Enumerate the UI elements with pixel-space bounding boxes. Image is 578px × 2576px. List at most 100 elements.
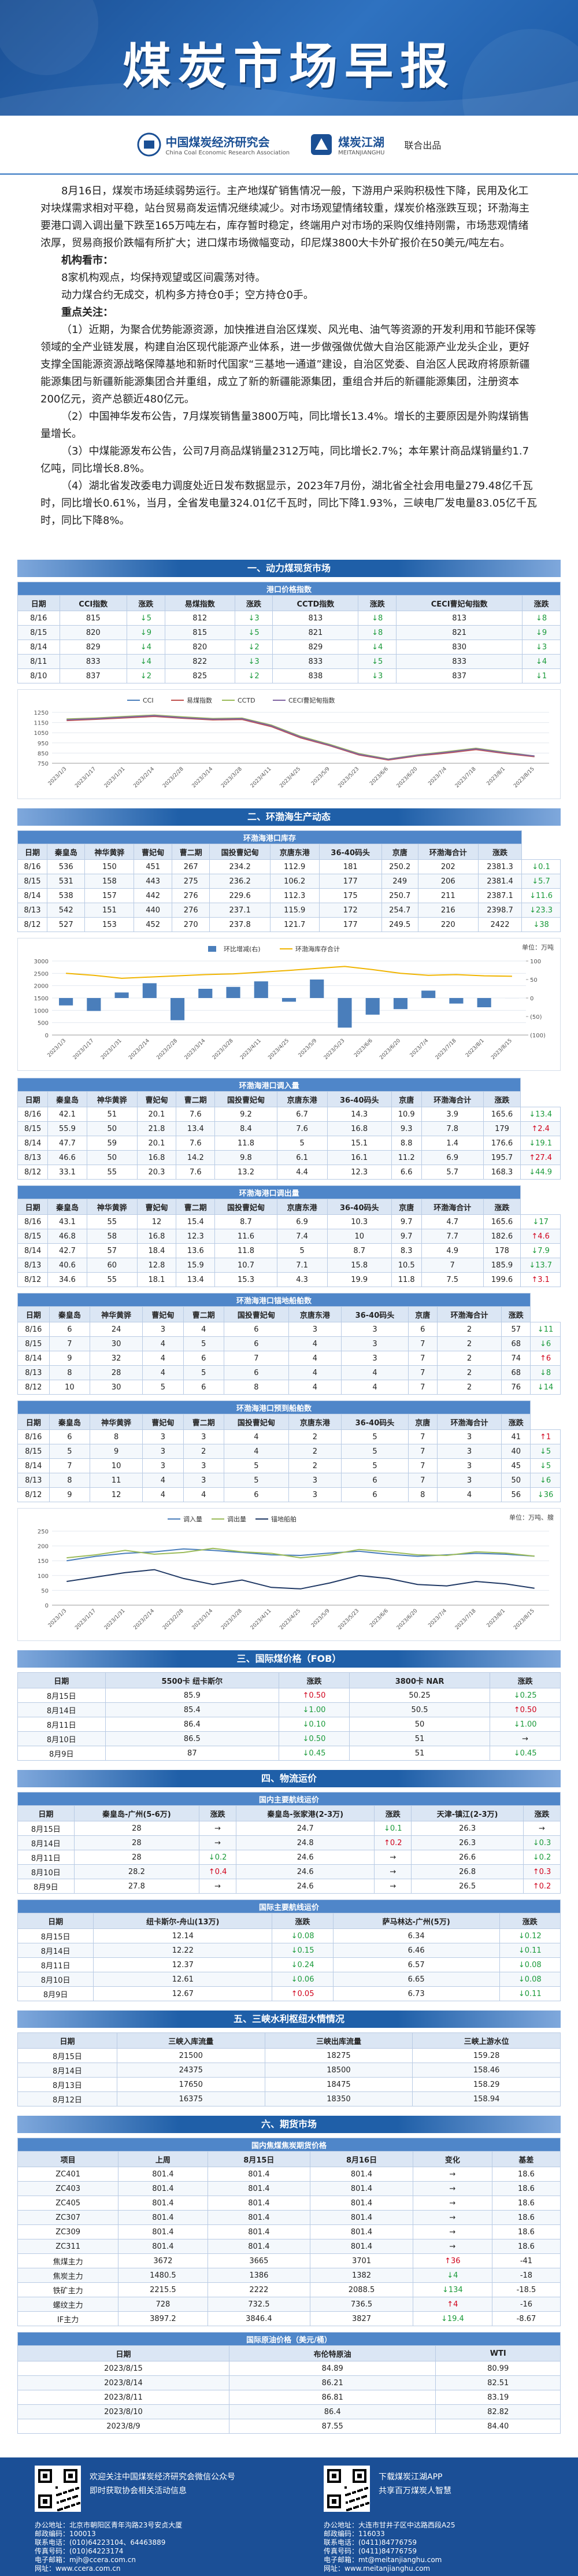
table-cell: 7 [407,1473,438,1488]
column-header: 环渤海合计 [417,844,479,860]
table-cell: 6 [340,1487,409,1502]
caption-row: 环渤海港口锚地船舶数 [17,1293,561,1307]
table-row: 8/16 43.1 55 12 15.4 8.7 6.9 10.3 9.7 4.7 165.6 ↓17 [17,1214,561,1229]
table-cell: 83.19 [435,2390,561,2405]
report-title: 煤炭市场早报 [122,38,455,95]
table-cell: 15.8 [327,1258,392,1273]
table-cell: 8/16 [17,1107,49,1122]
table-cell: 6 [223,1487,289,1502]
table-cell: 801.4 [207,2181,311,2196]
qr-eye-dot [43,2474,47,2478]
table-row: 8月14日 28 → 24.8 ↑0.2 26.3 ↓0.3 [17,1835,561,1850]
table-cell: 267 [171,859,210,874]
qr-dot [353,2499,355,2501]
table-cell: 18.6 [491,2196,561,2211]
table-cell: 8月10日 [17,1731,106,1746]
table-cell: 216 [417,903,479,918]
table-cell: 2222 [207,2282,311,2297]
y-tick-label: 2000 [34,984,49,990]
qr-dot [77,2487,79,2489]
table-cell: 50 [86,1121,138,1136]
qr-dot [361,2489,363,2491]
column-header: 曹二期 [183,1306,224,1322]
section-title: 四、物流运价 [17,1770,561,1787]
column-header: 涨跌 [358,595,397,611]
column-header: 秦皇岛 [47,1199,87,1215]
table-cell: 151 [84,903,135,918]
table-cell: ↓3 [234,654,273,669]
column-header: 涨跌 [501,1414,531,1430]
table-row: 铁矿主力 2215.5 2222 2088.5 ↓134 -18.5 [17,2282,561,2297]
table-cell: 45 [501,1458,531,1473]
qr-dot [76,2495,78,2497]
section-title: 二、环渤海生产动态 [17,808,561,826]
table-cell: ↓9 [127,625,165,640]
table-cell: 4 [142,1336,184,1351]
qr-dot [358,2497,360,2500]
column-header: 涨跌 [501,1306,531,1322]
qr-dot [67,2498,69,2500]
table-cell: ↑0.50 [490,1702,561,1717]
column-header: 天津-镇江(2-3万) [411,1805,524,1821]
table-cell: 2215.5 [118,2282,208,2297]
qr-dot [344,2486,347,2489]
bar [59,998,73,1006]
table-cell: 7.7 [421,1229,484,1244]
column-header: 秦皇岛 [49,1414,91,1430]
y2-tick-label: 50 [530,977,538,984]
table-cell: 16.1 [327,1150,392,1165]
table-cell: 32 [90,1351,143,1366]
table-cell: 820 [164,640,235,655]
table-cell: 5 [183,1336,224,1351]
table-cell: 115.9 [269,903,320,918]
header-row: 日期 秦皇岛 神华黄骅 曹妃甸 曹二期 国投曹妃甸 京唐东港 36-40码头 京唐 环渤海合计 涨跌 [17,844,561,860]
table-cell: ↓0.08 [499,1972,561,1987]
table-row: 8月12日 16375 18350 158.94 [17,2091,561,2106]
table-cell: 焦煤主力 [17,2253,119,2268]
table-cell: 15.9 [176,1258,216,1273]
table-cell: 4 [288,1365,342,1380]
table-cell: 9.7 [391,1214,422,1229]
section-title: 五、三峡水利枢纽水情情况 [17,2010,561,2028]
column-header: CECI曹妃甸指数 [396,595,523,611]
column-header: 京唐 [407,1306,438,1322]
table-cell: 2023/8/11 [17,2390,229,2405]
column-header: CCI指数 [59,595,128,611]
table-row: ZC307 801.4 801.4 801.4 → 18.6 [17,2210,561,2225]
table-cell: → [199,1835,237,1850]
data-table: 环渤海港口锚地船舶数 日期 秦皇岛 神华黄骅 曹妃甸 曹二期 国投曹妃甸 京唐东港 36-40码… [17,1293,561,1395]
section: 五、三峡水利枢纽水情情况 日期 三峡入库流量 三峡出库流量 三峡上游水位 8月15日 215… [17,2010,561,2106]
table-caption: 国内焦煤焦炭期货价格 [17,2138,561,2152]
table-caption: 国际主要航线运价 [17,1899,561,1913]
qr-dot [66,2506,68,2508]
table-cell: 10.5 [391,1258,422,1273]
bar [477,998,491,1007]
table-cell: 165.6 [483,1214,521,1229]
table-cell: 8/16 [17,611,60,626]
table-row: 8月11日 28 ↓0.2 24.6 → 26.6 ↓0.2 [17,1850,561,1865]
table-cell: 3 [142,1429,184,1444]
table-cell: ↓8 [530,1365,561,1380]
table-cell: ↓3 [234,611,273,626]
table-cell: 10 [327,1229,392,1244]
qr-dot [59,2508,61,2511]
column-header: 曹妃甸 [136,1199,177,1215]
table-cell: ↑6 [530,1351,561,1366]
table-cell: ↓0.3 [523,1835,561,1850]
column-header: 神华黄骅 [90,1306,143,1322]
qr-dot [64,2507,66,2509]
column-header: 神华黄骅 [86,1199,138,1215]
qr-dot [57,2501,59,2504]
table-cell: 11.2 [391,1150,422,1165]
table-cell: ↓0.11 [499,1943,561,1958]
table-cell: 6.6 [391,1165,422,1180]
table-cell: 47.7 [47,1136,87,1151]
table-cell: 30 [90,1336,143,1351]
table-cell: ↓0.50 [279,1731,350,1746]
table-cell: 2398.7 [477,903,523,918]
table-cell: 801.4 [118,2210,208,2225]
table-cell: 4 [183,1487,224,1502]
table-cell: 8/12 [17,917,47,932]
table-cell: 3 [340,1336,409,1351]
header-row: 日期 秦皇岛 神华黄骅 曹妃甸 曹二期 国投曹妃甸 京唐东港 36-40码头 京唐 环渤海合计 涨跌 [17,1199,561,1215]
